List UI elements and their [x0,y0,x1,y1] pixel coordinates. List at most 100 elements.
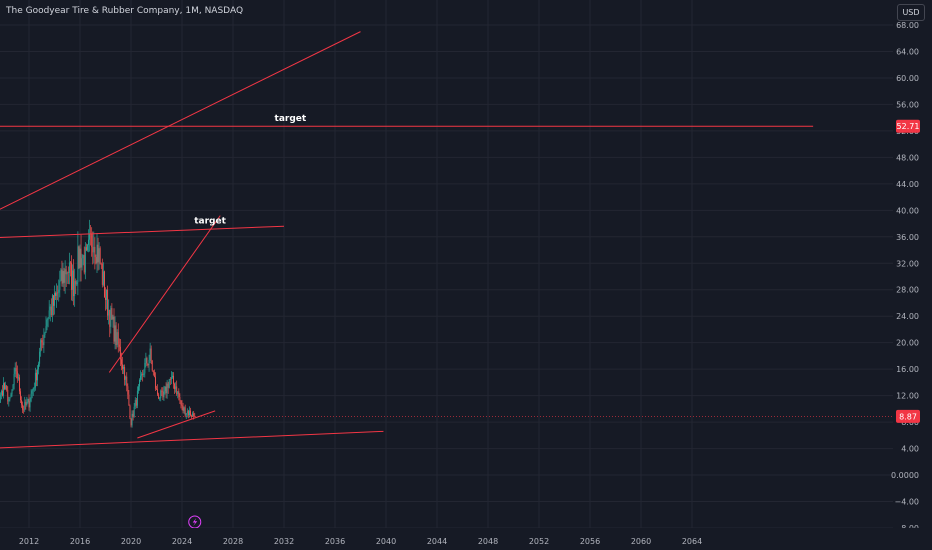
candle-body [148,359,150,366]
candle-body [125,376,127,380]
candle-body [42,342,44,346]
candle-body [49,306,51,311]
candle-body [26,401,28,405]
candle-body [81,258,83,268]
x-tick-label: 2020 [121,537,141,546]
target-projection-line [108,215,221,373]
candle-body [177,391,179,395]
y-tick-label: −4.00 [894,498,919,507]
recent-support-line [137,410,216,439]
candle-body [134,400,136,407]
candle-body [153,372,155,377]
candle-body [11,389,13,395]
candle-body [159,398,161,399]
candle-body [91,233,93,247]
candle-body [143,373,145,375]
y-tick-label: 40.00 [896,206,919,215]
candle-body [156,388,157,390]
candle-body [97,244,99,263]
candle-body [59,280,61,290]
candle-body [180,400,182,405]
trendlines[interactable] [0,31,893,449]
candle-body [99,248,101,264]
x-tick-label: 2052 [529,537,549,546]
candle-body [165,386,167,394]
x-tick-label: 2060 [631,537,651,546]
candle-body [132,413,134,417]
candle-body [168,379,170,388]
price-badge-label: 52.71 [897,122,920,131]
candle-body [181,404,183,407]
candle-body [186,411,188,414]
candle-body [178,391,180,398]
candle-body [71,262,72,290]
candle-body [0,394,1,403]
y-tick-label: 48.00 [896,153,919,162]
candle-body [75,281,77,285]
candle-body [15,368,17,372]
candle-body [129,405,131,419]
candle-body [161,390,163,392]
candle-body [44,332,46,335]
candle-body [27,399,29,402]
candle-body [100,263,102,265]
candle-body [12,384,14,390]
y-tick-label: 12.00 [896,392,919,401]
candle-body [94,246,96,258]
candle-body [183,407,185,411]
candle-body [190,410,191,416]
candle-body [16,371,18,379]
candle-body [28,399,30,408]
candle-body [185,413,187,416]
candle-body [166,383,168,394]
candle-body [131,413,133,426]
candle-body [140,375,142,380]
candle-body [41,340,43,343]
candle-body [192,413,194,417]
candle-body [18,377,20,392]
x-tick-label: 2036 [325,537,345,546]
candle-body [154,376,156,389]
candle-body [85,247,87,251]
candle-body [119,346,121,360]
candle-body [66,272,68,275]
candle-body [84,247,86,273]
candle-body [51,295,53,316]
candle-body [0,390,2,395]
price-badge [896,119,920,133]
candle-body [23,409,25,411]
candle-body [93,246,95,253]
candle-body [82,255,84,259]
candle-body [113,316,115,342]
candle-body [5,385,7,389]
candle-body [43,334,45,346]
candle-body [7,389,9,402]
candle-body [63,271,65,283]
candle-body [112,316,114,320]
candle-body [120,359,122,365]
candle-body [17,377,19,379]
candle-body [40,340,42,352]
candle-body [142,373,144,375]
candle-body [164,386,166,391]
candle-body [74,281,76,297]
candle-body [83,255,85,273]
candle-body [47,317,49,320]
candle-body [136,390,138,406]
x-tick-label: 2056 [580,537,600,546]
candle-body [78,246,80,269]
x-tick-label: 2032 [274,537,294,546]
candle-body [9,397,11,400]
currency-button[interactable]: USD [897,4,925,21]
candle-body [106,289,108,300]
y-tick-label: 0.0000 [891,471,919,480]
candle-body [145,357,147,364]
candle-body [118,344,120,347]
price-axis[interactable]: 68.0064.0060.0056.0052.0048.0044.0040.00… [891,0,932,550]
candle-body [146,357,148,365]
time-axis[interactable]: 2012 2016 2020 2024 2028 2032 2036 2040 2044 2048… [0,528,932,550]
candle-body [8,399,10,402]
candle-body [152,370,154,373]
candle-body [162,391,164,398]
